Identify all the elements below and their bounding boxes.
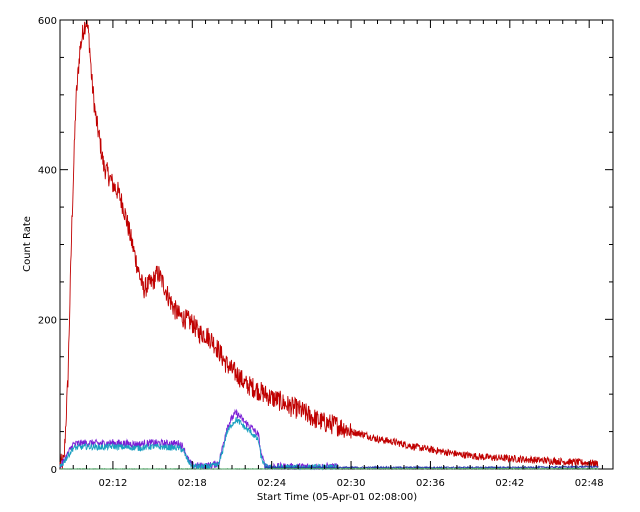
- series-line-5: [59, 467, 599, 470]
- x-axis-title: Start Time (05-Apr-01 02:08:00): [257, 492, 417, 503]
- y-axis-title: Count Rate: [22, 216, 33, 272]
- x-tick-label: 02:24: [257, 478, 286, 489]
- plot-frame: [59, 19, 614, 470]
- y-tick-label: 200: [38, 315, 57, 326]
- x-tick-label: 02:42: [495, 478, 524, 489]
- x-tick-label: 02:36: [416, 478, 445, 489]
- series-line-1: [59, 19, 599, 470]
- x-tick-label: 02:30: [337, 478, 366, 489]
- x-tick-label: 02:18: [178, 478, 207, 489]
- series-line-4: [264, 465, 599, 470]
- y-tick-label: 400: [38, 166, 57, 177]
- axis-layer: 02:12 02:18 02:24 02:30 02:36 02:42 02:48 0 200 4…: [38, 16, 613, 489]
- series-line-2: [59, 408, 339, 471]
- x-tick-label: 02:48: [575, 478, 604, 489]
- y-tick-label: 0: [51, 465, 57, 476]
- y-tick-label: 600: [38, 16, 57, 27]
- series-layer: [59, 19, 599, 471]
- x-tick-label: 02:12: [99, 478, 128, 489]
